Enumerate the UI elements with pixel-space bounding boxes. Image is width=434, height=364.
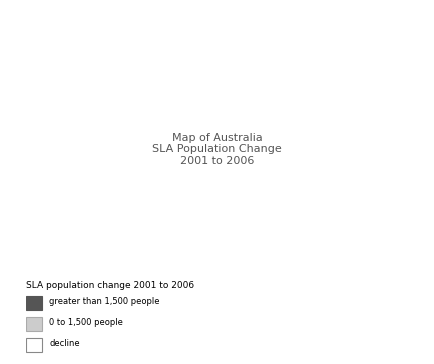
Bar bbox=[26, 337, 42, 352]
Bar bbox=[26, 296, 42, 310]
Text: greater than 1,500 people: greater than 1,500 people bbox=[49, 297, 160, 306]
Bar bbox=[26, 317, 42, 331]
Text: decline: decline bbox=[49, 339, 80, 348]
Text: SLA population change 2001 to 2006: SLA population change 2001 to 2006 bbox=[26, 281, 194, 290]
Text: Map of Australia
SLA Population Change
2001 to 2006: Map of Australia SLA Population Change 2… bbox=[152, 132, 282, 166]
Text: 0 to 1,500 people: 0 to 1,500 people bbox=[49, 318, 123, 327]
